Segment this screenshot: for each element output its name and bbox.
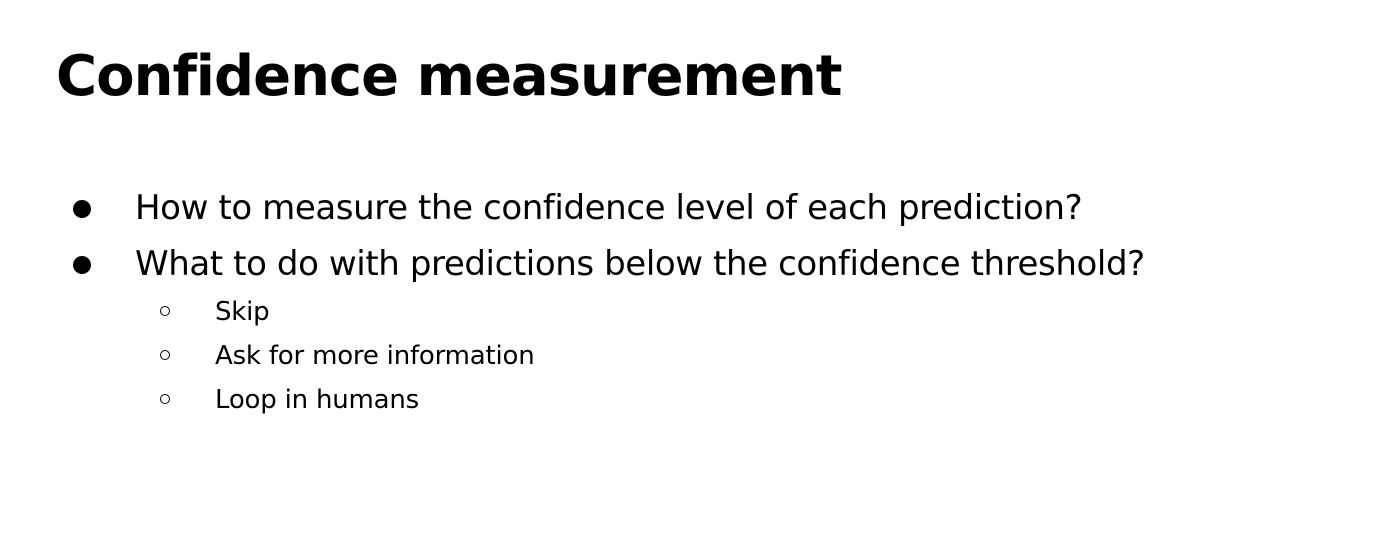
hollow-bullet-icon [160,350,170,360]
slide-title: Confidence measurement [56,44,842,109]
bullet-text: What to do with predictions below the co… [135,244,1145,284]
hollow-bullet-icon [160,394,170,404]
hollow-bullet-icon [160,306,170,316]
filled-bullet-icon [73,256,91,274]
sub-bullet-text: Loop in humans [215,385,420,415]
sub-bullet-text: Ask for more information [215,341,535,371]
bullet-text: How to measure the confidence level of e… [135,188,1083,228]
sub-bullet-text: Skip [215,297,270,327]
filled-bullet-icon [73,200,91,218]
